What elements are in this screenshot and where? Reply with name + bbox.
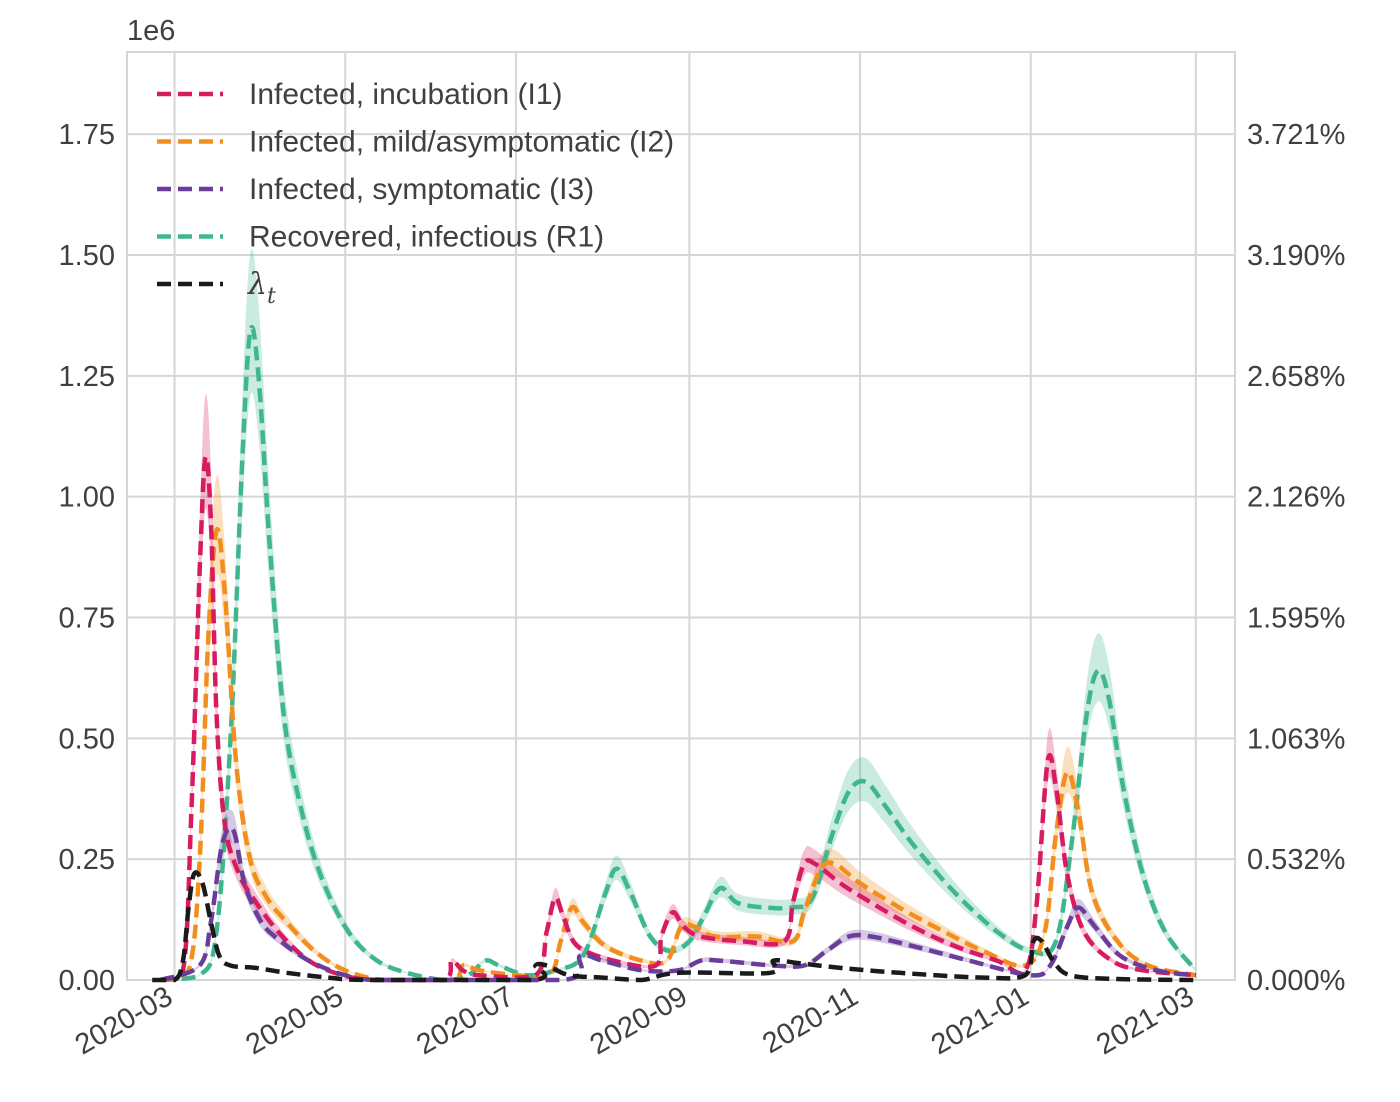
y2-axis-ticks: 0.000% 0.532% 1.063% 1.595% 2.126% 2.658% 3.19… [1247, 119, 1345, 997]
y2-tick-label: 2.658% [1247, 361, 1345, 393]
grid-lines [127, 52, 1235, 980]
series-line [159, 454, 1197, 983]
y-tick-label: 0.00 [59, 965, 115, 997]
series-line [159, 825, 1197, 983]
y2-tick-label: 0.000% [1247, 965, 1345, 997]
legend-label: Infected, symptomatic (I3) [249, 173, 594, 206]
series-line [159, 526, 1197, 983]
y2-tick-label: 3.190% [1247, 240, 1345, 272]
y-tick-label: 0.50 [59, 723, 115, 755]
y-offset-label: 1e6 [127, 15, 175, 47]
legend: Infected, incubation (I1) Infected, mild/… [157, 78, 674, 309]
y2-tick-label: 1.063% [1247, 723, 1345, 755]
y2-tick-label: 0.532% [1247, 844, 1345, 876]
y-tick-label: 1.25 [59, 361, 115, 393]
series-line [160, 324, 1198, 983]
legend-label: Infected, incubation (I1) [249, 78, 563, 111]
y-tick-label: 0.75 [59, 603, 115, 635]
y-tick-label: 1.75 [59, 119, 115, 151]
legend-label: Infected, mild/asymptomatic (I2) [249, 126, 674, 159]
y-tick-label: 0.25 [59, 844, 115, 876]
y2-tick-label: 3.721% [1247, 119, 1345, 151]
series-lines [152, 324, 1198, 983]
y-axis-ticks: 0.00 0.25 0.50 0.75 1.00 1.25 1.50 1.75 [59, 119, 115, 997]
y2-tick-label: 2.126% [1247, 482, 1345, 514]
legend-label: Recovered, infectious (R1) [249, 221, 604, 254]
y2-tick-label: 1.595% [1247, 603, 1345, 635]
legend-label: λt [247, 267, 276, 309]
plot-area [126, 51, 1236, 981]
y-tick-label: 1.50 [59, 240, 115, 272]
series-line [152, 870, 1196, 983]
y-tick-label: 1.00 [59, 482, 115, 514]
